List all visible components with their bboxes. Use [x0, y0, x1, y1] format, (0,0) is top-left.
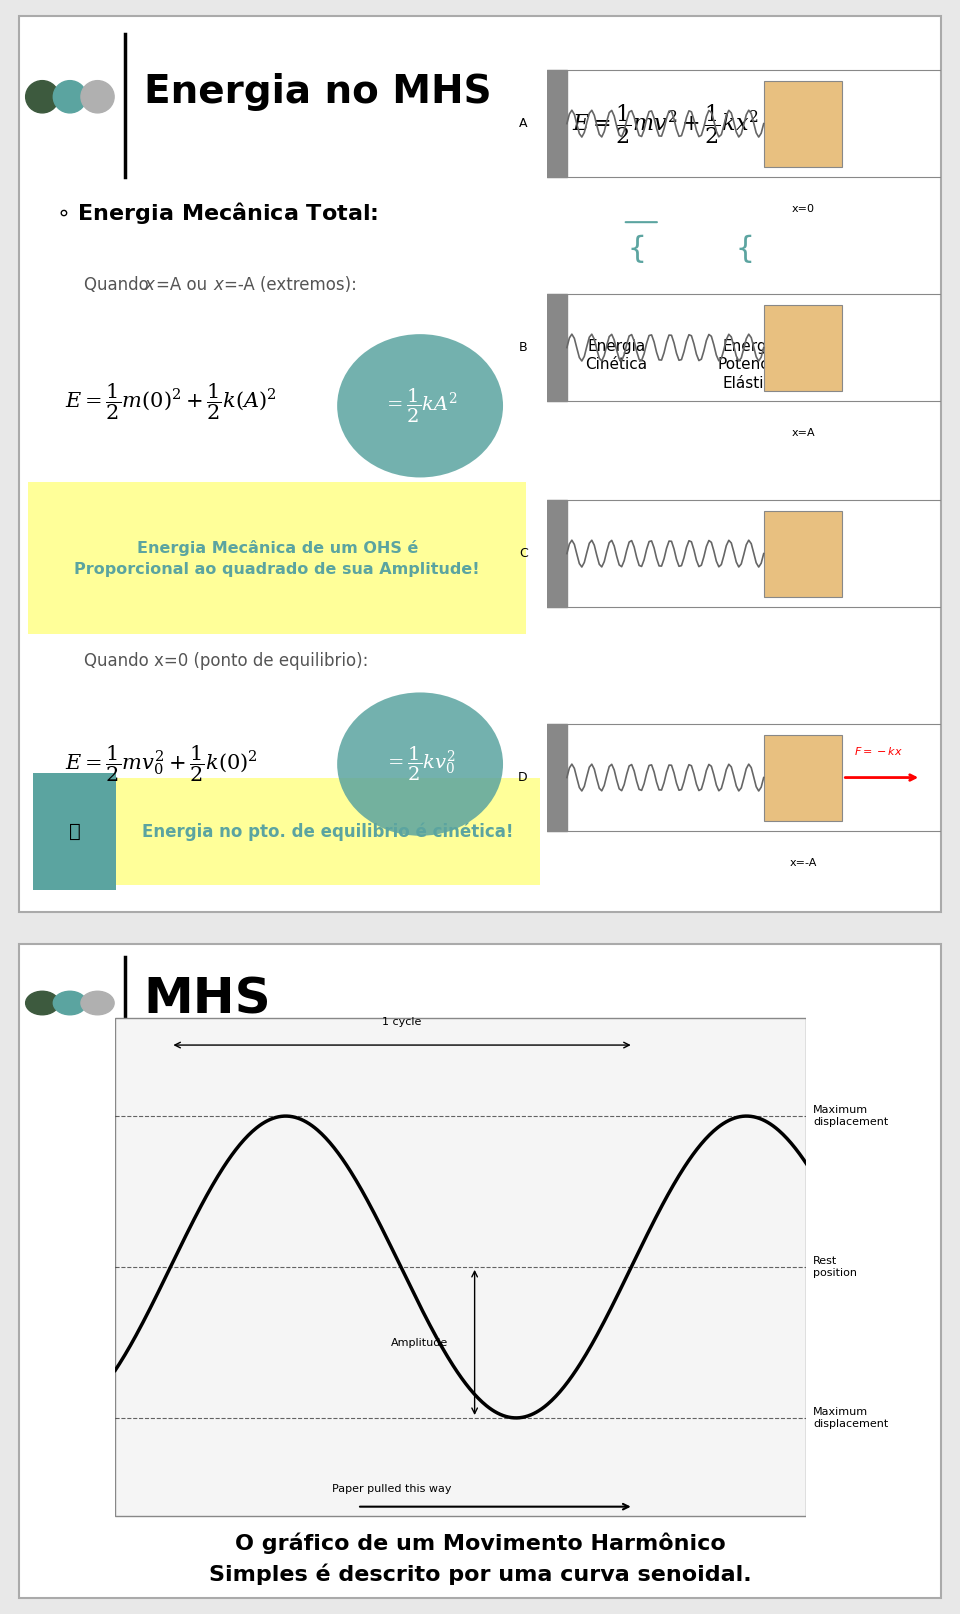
Text: $E = \dfrac{1}{2}mv^2 + \dfrac{1}{2}kx^2$: $E = \dfrac{1}{2}mv^2 + \dfrac{1}{2}kx^2…: [572, 102, 759, 145]
Circle shape: [81, 81, 114, 113]
FancyBboxPatch shape: [764, 305, 843, 391]
FancyBboxPatch shape: [764, 81, 843, 166]
Text: Energia Mecânica de um OHS é
Proporcional ao quadrado de sua Amplitude!: Energia Mecânica de um OHS é Proporciona…: [75, 539, 480, 576]
Text: MHS: MHS: [144, 976, 272, 1023]
Text: $x$: $x$: [213, 276, 226, 294]
Text: Energia
Potencial
Elástica: Energia Potencial Elástica: [717, 339, 786, 391]
Ellipse shape: [337, 334, 503, 478]
FancyBboxPatch shape: [19, 16, 941, 912]
Text: x=A: x=A: [791, 428, 815, 437]
Text: O gráfico de um Movimento Harmônico
Simples é descrito por uma curva senoidal.: O gráfico de um Movimento Harmônico Simp…: [208, 1533, 752, 1585]
Text: $=\dfrac{1}{2}kv_0^2$: $=\dfrac{1}{2}kv_0^2$: [384, 746, 456, 783]
FancyBboxPatch shape: [116, 778, 540, 884]
Ellipse shape: [337, 692, 503, 836]
Text: $\circ$ Energia Mecânica Total:: $\circ$ Energia Mecânica Total:: [56, 200, 378, 226]
Circle shape: [54, 991, 86, 1015]
FancyBboxPatch shape: [19, 944, 941, 1598]
Text: Energia no MHS: Energia no MHS: [144, 73, 492, 111]
Text: =-A (extremos):: =-A (extremos):: [224, 276, 357, 294]
Circle shape: [26, 991, 59, 1015]
Circle shape: [26, 81, 59, 113]
Text: $F=-kx$: $F=-kx$: [854, 746, 903, 757]
Text: x=-A: x=-A: [789, 859, 817, 868]
Text: 🔊: 🔊: [68, 822, 81, 841]
Text: Quando x=0 (ponto de equilibrio):: Quando x=0 (ponto de equilibrio):: [84, 652, 368, 670]
Text: =A ou: =A ou: [156, 276, 212, 294]
Text: x=0: x=0: [792, 205, 814, 215]
Text: Maximum
displacement: Maximum displacement: [813, 1106, 889, 1127]
Text: A: A: [519, 118, 528, 131]
Text: $\}$: $\}$: [630, 231, 648, 263]
Text: B: B: [519, 341, 528, 353]
Circle shape: [54, 81, 86, 113]
FancyBboxPatch shape: [29, 483, 526, 634]
Text: Quando: Quando: [84, 276, 154, 294]
Text: Paper pulled this way: Paper pulled this way: [332, 1485, 451, 1495]
Text: $E = \dfrac{1}{2}m(0)^2 + \dfrac{1}{2}k(A)^2$: $E = \dfrac{1}{2}m(0)^2 + \dfrac{1}{2}k(…: [65, 381, 276, 421]
Text: $=\dfrac{1}{2}kA^2$: $=\dfrac{1}{2}kA^2$: [382, 387, 458, 424]
Text: Amplitude: Amplitude: [391, 1338, 448, 1348]
Text: D: D: [517, 771, 528, 784]
Text: Energia no pto. de equilibrio é cinética!: Energia no pto. de equilibrio é cinética…: [142, 822, 514, 841]
FancyBboxPatch shape: [764, 510, 843, 597]
Text: $E = \dfrac{1}{2}mv_0^2 + \dfrac{1}{2}k(0)^2$: $E = \dfrac{1}{2}mv_0^2 + \dfrac{1}{2}k(…: [65, 744, 258, 784]
Text: Rest
position: Rest position: [813, 1256, 857, 1278]
Text: C: C: [518, 547, 528, 560]
Text: $x$: $x$: [144, 276, 156, 294]
Text: Maximum
displacement: Maximum displacement: [813, 1407, 889, 1428]
FancyBboxPatch shape: [115, 1018, 806, 1516]
Text: 1 cycle: 1 cycle: [382, 1017, 421, 1028]
Text: $\}$: $\}$: [738, 231, 756, 263]
FancyBboxPatch shape: [764, 734, 843, 820]
Circle shape: [81, 991, 114, 1015]
Text: Energia
Cinética: Energia Cinética: [586, 339, 647, 373]
FancyBboxPatch shape: [33, 773, 116, 889]
